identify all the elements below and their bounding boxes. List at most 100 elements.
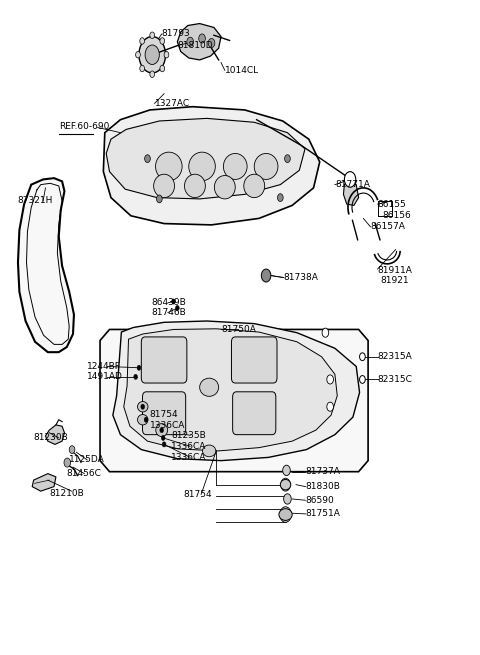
- Polygon shape: [100, 329, 368, 472]
- Text: 81793: 81793: [162, 29, 191, 39]
- Text: 86156: 86156: [383, 212, 411, 220]
- Circle shape: [69, 445, 75, 453]
- Text: 81235B: 81235B: [171, 431, 206, 440]
- Circle shape: [150, 71, 155, 77]
- Circle shape: [360, 375, 365, 383]
- Text: 86439B: 86439B: [151, 298, 186, 307]
- Text: 81771A: 81771A: [335, 180, 370, 189]
- Circle shape: [144, 417, 148, 422]
- Ellipse shape: [254, 153, 278, 179]
- Polygon shape: [103, 107, 320, 225]
- Circle shape: [156, 195, 162, 203]
- FancyBboxPatch shape: [233, 392, 276, 435]
- Text: 81456C: 81456C: [67, 469, 102, 478]
- Text: 81754: 81754: [150, 410, 179, 419]
- Text: 1491AD: 1491AD: [87, 372, 123, 381]
- FancyBboxPatch shape: [143, 392, 186, 435]
- Text: 1244BF: 1244BF: [87, 362, 121, 371]
- Ellipse shape: [137, 415, 148, 425]
- Text: 87321H: 87321H: [17, 196, 52, 206]
- Circle shape: [141, 404, 144, 409]
- Circle shape: [322, 328, 329, 337]
- Text: 86157A: 86157A: [371, 222, 405, 231]
- Circle shape: [285, 155, 290, 162]
- Polygon shape: [106, 119, 305, 199]
- Circle shape: [277, 194, 283, 202]
- FancyBboxPatch shape: [141, 337, 187, 383]
- Text: 1336CA: 1336CA: [171, 442, 206, 451]
- Text: 82315A: 82315A: [378, 352, 412, 361]
- Text: 81810D: 81810D: [178, 41, 213, 50]
- Circle shape: [344, 172, 356, 187]
- Text: 81210B: 81210B: [49, 489, 84, 498]
- Circle shape: [208, 39, 215, 48]
- Polygon shape: [32, 474, 56, 491]
- Ellipse shape: [137, 402, 148, 412]
- Polygon shape: [113, 321, 360, 460]
- Ellipse shape: [156, 424, 168, 437]
- Text: 81230B: 81230B: [34, 434, 68, 442]
- Circle shape: [164, 52, 169, 58]
- Ellipse shape: [184, 174, 205, 198]
- Ellipse shape: [189, 152, 216, 181]
- Polygon shape: [343, 179, 359, 206]
- Ellipse shape: [203, 445, 216, 457]
- Circle shape: [360, 353, 365, 361]
- Ellipse shape: [244, 174, 264, 198]
- Text: 1125DA: 1125DA: [69, 455, 105, 464]
- Text: 1014CL: 1014CL: [225, 66, 259, 75]
- Circle shape: [64, 458, 71, 467]
- Text: 81921: 81921: [380, 276, 408, 285]
- Ellipse shape: [223, 153, 247, 179]
- Circle shape: [137, 365, 141, 370]
- Polygon shape: [178, 24, 221, 60]
- Ellipse shape: [156, 152, 182, 181]
- Circle shape: [140, 66, 144, 72]
- Circle shape: [160, 38, 165, 44]
- Text: 81746B: 81746B: [151, 308, 186, 317]
- Circle shape: [176, 305, 179, 310]
- Text: 81830B: 81830B: [305, 482, 340, 491]
- Circle shape: [161, 436, 165, 441]
- Circle shape: [140, 38, 144, 44]
- Text: REF.60-690: REF.60-690: [59, 122, 109, 130]
- Circle shape: [172, 299, 176, 304]
- Circle shape: [150, 32, 155, 39]
- Circle shape: [136, 52, 140, 58]
- Polygon shape: [18, 178, 74, 352]
- Circle shape: [187, 37, 193, 47]
- Circle shape: [283, 465, 290, 476]
- Text: 81754: 81754: [183, 490, 212, 499]
- Text: 1327AC: 1327AC: [155, 99, 190, 108]
- Circle shape: [281, 478, 290, 491]
- Circle shape: [145, 45, 159, 64]
- Circle shape: [327, 375, 334, 384]
- Text: 81751A: 81751A: [305, 510, 340, 518]
- Circle shape: [284, 494, 291, 504]
- Text: 1336CA: 1336CA: [150, 421, 185, 430]
- Polygon shape: [124, 329, 337, 451]
- Text: 86155: 86155: [378, 200, 407, 208]
- Circle shape: [327, 402, 334, 411]
- Ellipse shape: [154, 174, 175, 198]
- Text: 1336CA: 1336CA: [171, 453, 206, 462]
- Circle shape: [144, 155, 150, 162]
- Ellipse shape: [279, 509, 292, 520]
- Ellipse shape: [280, 479, 291, 490]
- Text: 81737A: 81737A: [305, 467, 340, 476]
- Circle shape: [162, 442, 166, 447]
- FancyBboxPatch shape: [231, 337, 277, 383]
- Text: 81911A: 81911A: [378, 266, 412, 275]
- Circle shape: [160, 66, 165, 72]
- Ellipse shape: [200, 378, 219, 396]
- Circle shape: [160, 428, 164, 433]
- Circle shape: [261, 269, 271, 282]
- Ellipse shape: [215, 176, 235, 199]
- Text: 81738A: 81738A: [284, 273, 319, 282]
- Polygon shape: [46, 425, 64, 444]
- Text: 81750A: 81750A: [221, 325, 256, 334]
- Text: 86590: 86590: [305, 496, 334, 505]
- Text: 82315C: 82315C: [378, 375, 412, 384]
- Circle shape: [280, 507, 291, 522]
- Circle shape: [199, 34, 205, 43]
